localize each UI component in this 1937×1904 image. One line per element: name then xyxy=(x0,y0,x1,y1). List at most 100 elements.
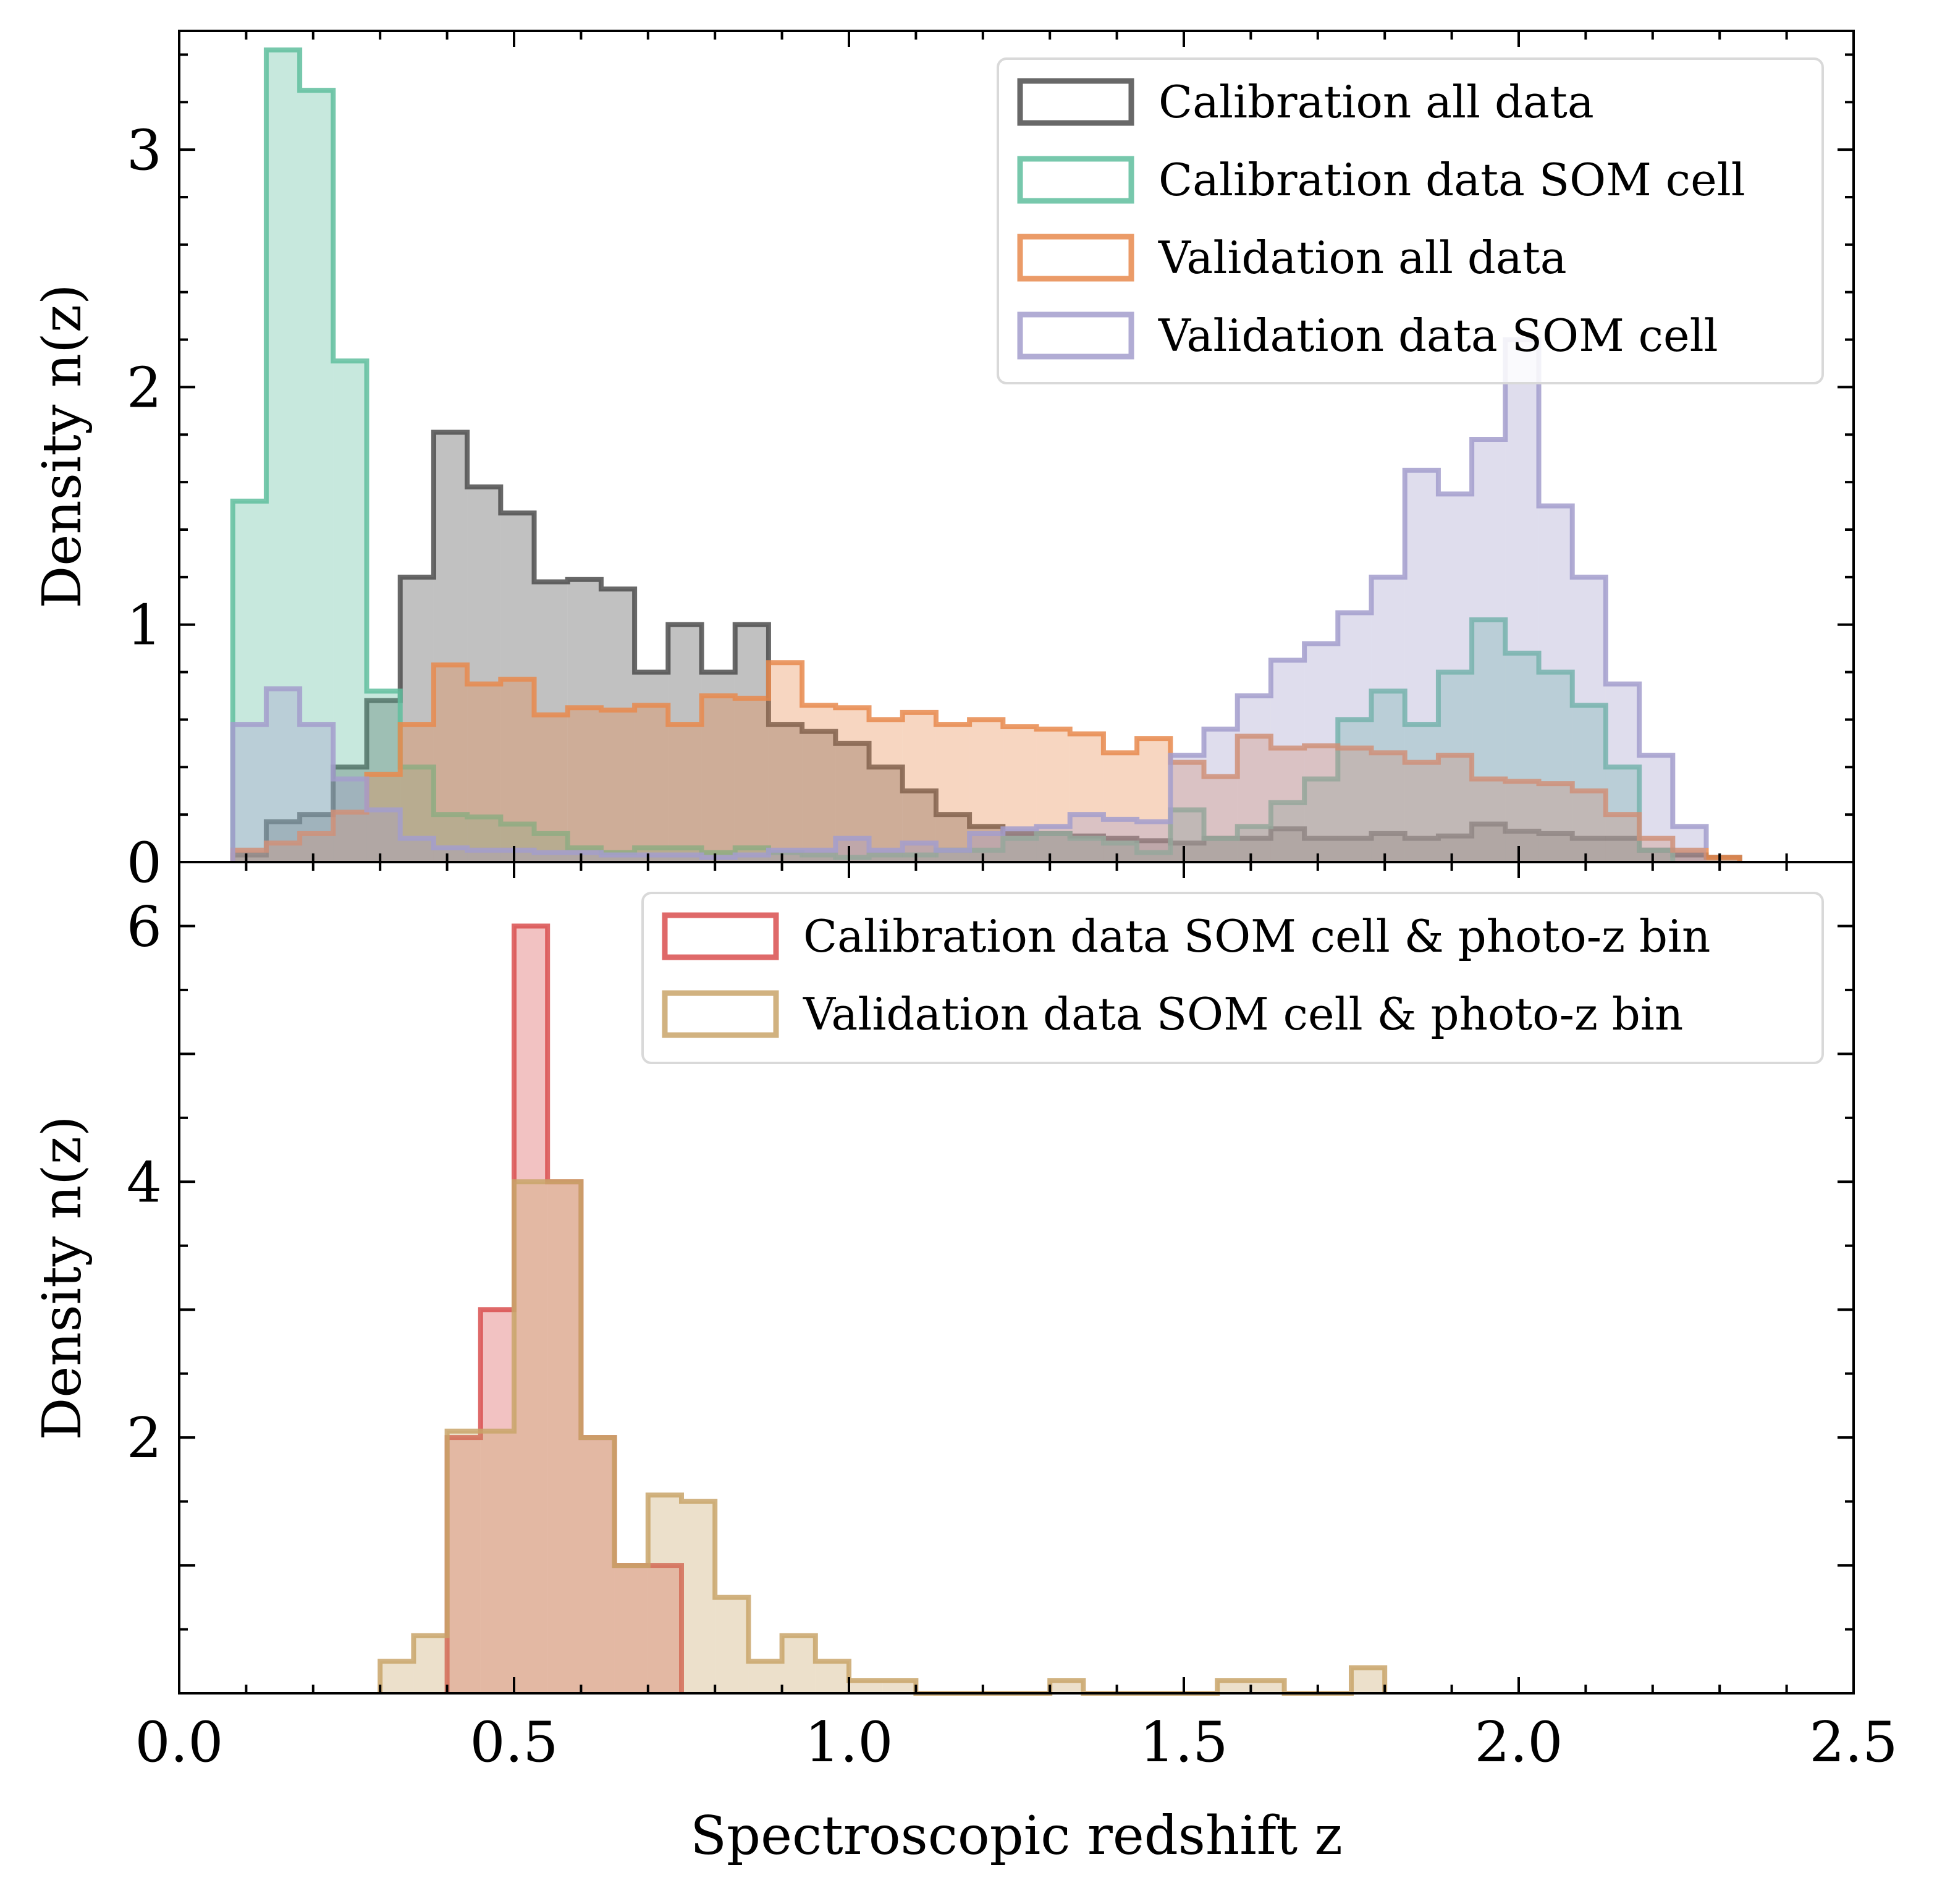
x-tick-label: 2.0 xyxy=(1474,1710,1563,1775)
top-bar xyxy=(433,847,468,862)
top-bar xyxy=(1605,838,1640,862)
top-bar xyxy=(400,838,434,862)
top-bar xyxy=(567,708,601,862)
top-bar xyxy=(1070,814,1104,862)
bottom-bar xyxy=(782,1635,816,1693)
top-legend-label: Calibration all data xyxy=(1158,76,1594,128)
top-bar xyxy=(1170,843,1204,862)
top-bar xyxy=(400,577,434,862)
top-series-outline xyxy=(230,660,1742,862)
top-bar xyxy=(1237,826,1271,862)
bottom-legend: Calibration data SOM cell & photo-z bin V… xyxy=(641,892,1824,1064)
bottom-y-tick-label: 6 xyxy=(127,894,162,959)
top-bar xyxy=(467,683,501,862)
top-bar xyxy=(1572,838,1606,862)
top-bar xyxy=(802,705,836,862)
top-bar xyxy=(1505,831,1539,862)
bottom-bar xyxy=(849,1680,883,1693)
top-bar xyxy=(902,855,936,862)
top-bar xyxy=(1070,734,1104,862)
top-bar xyxy=(1270,829,1305,862)
top-bar xyxy=(635,855,669,862)
top-bar xyxy=(400,767,434,862)
top-bar xyxy=(1438,836,1472,862)
top-bar xyxy=(1505,653,1539,862)
top-bar xyxy=(366,700,400,862)
top-bar xyxy=(668,855,702,862)
top-histograms xyxy=(230,47,1742,863)
top-bar xyxy=(668,624,702,862)
top-bar xyxy=(1070,838,1104,862)
top-bar xyxy=(1137,821,1171,862)
top-bar xyxy=(1538,672,1572,862)
top-bar xyxy=(902,790,936,862)
top-bar xyxy=(500,824,534,862)
top-bar xyxy=(802,731,836,862)
top-panel: 0 1 2 3 Calibration all data Calibration dat… xyxy=(127,30,1855,895)
top-bar xyxy=(433,814,468,862)
top-bar xyxy=(1538,506,1572,862)
top-bar xyxy=(1237,838,1271,862)
top-bar xyxy=(1338,612,1372,862)
top-bar xyxy=(1270,660,1305,862)
top-bar xyxy=(969,850,1003,862)
top-bar xyxy=(1137,738,1171,862)
top-bar xyxy=(1103,753,1137,862)
bottom-legend-swatch xyxy=(662,912,779,960)
bottom-bar xyxy=(480,1431,514,1693)
top-bar xyxy=(735,855,769,862)
top-bar xyxy=(333,812,367,862)
top-bar xyxy=(1237,696,1271,862)
x-tick-label: 0.0 xyxy=(135,1710,223,1775)
top-bar xyxy=(1538,833,1572,862)
top-bar xyxy=(1103,819,1137,862)
top-legend-swatch xyxy=(1017,156,1134,204)
x-tick-label: 1.0 xyxy=(804,1710,893,1775)
top-bar xyxy=(1639,838,1673,862)
top-y-tick-label: 1 xyxy=(127,593,162,658)
top-bar xyxy=(635,705,669,862)
top-bar xyxy=(500,850,534,862)
top-legend-swatch xyxy=(1017,78,1134,126)
top-bar xyxy=(835,743,869,862)
top-bar xyxy=(1505,781,1539,862)
bottom-bar xyxy=(547,1182,581,1693)
top-y-axis-title: Density n(z) xyxy=(32,284,93,608)
top-bar xyxy=(266,843,300,862)
top-series-0 xyxy=(230,429,1742,862)
top-ticks: 0 1 2 3 xyxy=(127,31,1855,895)
top-bar xyxy=(768,850,803,862)
x-tick-label: 1.5 xyxy=(1139,1710,1228,1775)
top-bar xyxy=(1404,470,1438,862)
top-bar xyxy=(1003,838,1037,862)
bottom-bar xyxy=(1251,1680,1285,1693)
bottom-bar xyxy=(815,1661,849,1693)
top-bar xyxy=(1438,755,1472,862)
top-bar xyxy=(1003,829,1037,862)
top-bar xyxy=(500,679,534,862)
bottom-bar xyxy=(715,1597,749,1693)
top-bar xyxy=(1338,748,1372,862)
top-bar xyxy=(1505,339,1539,862)
top-bar xyxy=(1270,748,1305,862)
top-legend: Calibration all data Calibration data SOM… xyxy=(997,57,1824,384)
top-bar xyxy=(300,90,334,863)
top-bar xyxy=(1371,833,1405,862)
bottom-ticks: 0.0 0.5 1.0 1.5 2.0 2.5 2 4 6 xyxy=(127,861,1898,1775)
top-bar xyxy=(935,850,970,862)
bottom-bar xyxy=(581,1437,615,1693)
bottom-legend-label: Calibration data SOM cell & photo-z bin xyxy=(803,910,1710,962)
top-bar xyxy=(701,696,735,862)
top-bar xyxy=(366,810,400,862)
top-bar xyxy=(232,724,266,862)
bottom-bar xyxy=(380,1661,414,1693)
top-bar xyxy=(1036,833,1070,862)
top-bar xyxy=(869,850,903,862)
top-series-3 xyxy=(230,337,1709,862)
bottom-bar xyxy=(682,1501,715,1693)
top-bar xyxy=(232,850,266,862)
top-bar xyxy=(969,833,1003,862)
top-bar xyxy=(467,850,501,862)
top-bar xyxy=(300,814,334,862)
